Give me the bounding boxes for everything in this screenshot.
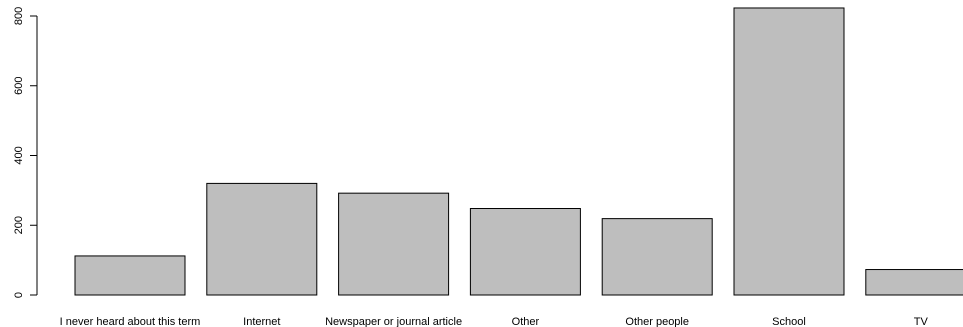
x-axis-labels: I never heard about this term Internet New… — [60, 316, 929, 327]
y-tick-label: 0 — [13, 292, 25, 298]
y-tick-label: 400 — [13, 146, 25, 164]
bar — [865, 269, 963, 296]
bar — [601, 218, 713, 296]
bar — [74, 255, 186, 296]
bar — [469, 208, 581, 296]
bar — [338, 192, 450, 296]
x-category-label: TV — [914, 316, 929, 327]
y-axis: 0 200 400 600 800 — [13, 7, 38, 298]
x-category-label: I never heard about this term — [60, 316, 201, 327]
y-tick-label: 800 — [13, 7, 25, 25]
y-tick-label: 200 — [13, 216, 25, 234]
x-category-label: Other people — [625, 316, 689, 327]
bars — [74, 7, 963, 296]
y-tick-label: 600 — [13, 77, 25, 95]
x-category-label: Other — [512, 316, 540, 327]
bar — [733, 7, 845, 296]
bar — [206, 182, 318, 296]
x-category-label: School — [772, 316, 806, 327]
x-category-label: Newspaper or journal article — [325, 316, 462, 327]
x-category-label: Internet — [243, 316, 280, 327]
